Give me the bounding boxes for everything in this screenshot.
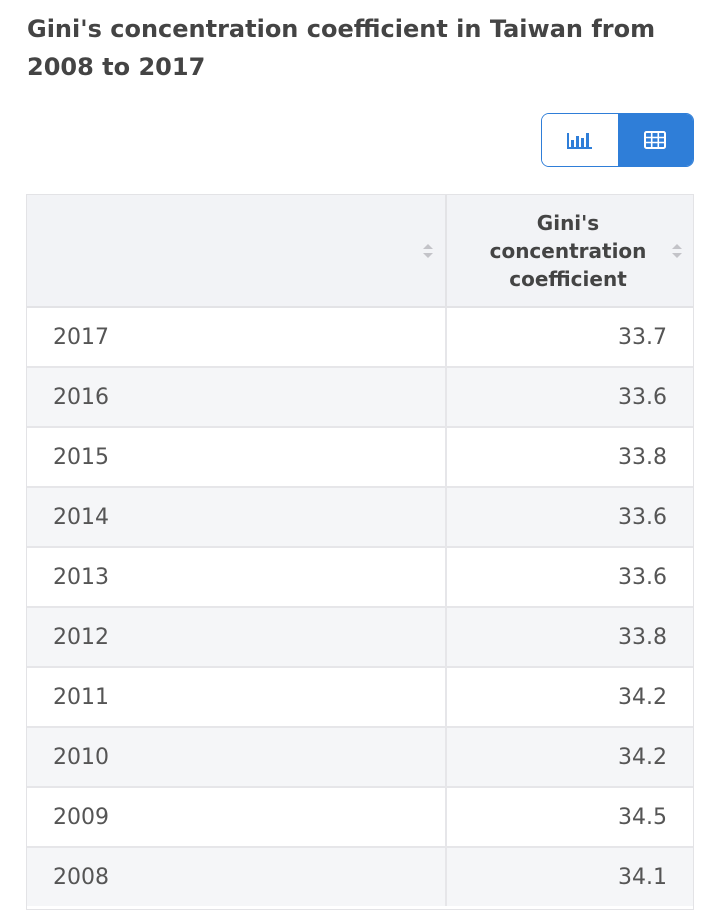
value-cell: 34.1 bbox=[446, 847, 693, 906]
table-row: 2015 33.8 bbox=[27, 427, 693, 488]
table-row: 2011 34.2 bbox=[27, 667, 693, 728]
data-table: Gini's concentration coefficient 2017 33… bbox=[26, 194, 694, 910]
sort-icon[interactable] bbox=[671, 242, 683, 260]
chart-view-button[interactable] bbox=[542, 114, 618, 166]
bar-chart-icon bbox=[566, 133, 592, 149]
table-row: 2009 34.5 bbox=[27, 787, 693, 848]
value-cell: 33.7 bbox=[446, 307, 693, 368]
year-cell: 2014 bbox=[27, 487, 447, 548]
value-cell: 33.8 bbox=[446, 427, 693, 488]
table-grid-icon bbox=[644, 131, 667, 149]
year-cell: 2009 bbox=[27, 787, 447, 848]
value-cell: 33.8 bbox=[446, 607, 693, 668]
year-cell: 2011 bbox=[27, 667, 447, 728]
sort-icon[interactable] bbox=[422, 242, 434, 260]
year-cell: 2012 bbox=[27, 607, 447, 668]
column-header-gini[interactable]: Gini's concentration coefficient bbox=[446, 195, 693, 308]
year-cell: 2010 bbox=[27, 727, 447, 788]
value-cell: 34.5 bbox=[446, 787, 693, 848]
table-row: 2012 33.8 bbox=[27, 607, 693, 668]
value-cell: 34.2 bbox=[446, 667, 693, 728]
year-cell: 2015 bbox=[27, 427, 447, 488]
year-cell: 2008 bbox=[27, 847, 447, 906]
table-row: 2013 33.6 bbox=[27, 547, 693, 608]
year-cell: 2016 bbox=[27, 367, 447, 428]
value-cell: 33.6 bbox=[446, 547, 693, 608]
column-header-year[interactable] bbox=[27, 195, 447, 308]
view-toggle bbox=[541, 113, 694, 167]
value-cell: 34.2 bbox=[446, 727, 693, 788]
column-header-label: Gini's concentration coefficient bbox=[489, 210, 647, 291]
table-view-button[interactable] bbox=[617, 114, 693, 166]
year-cell: 2017 bbox=[27, 307, 447, 368]
table-row: 2017 33.7 bbox=[27, 307, 693, 368]
table-row: 2010 34.2 bbox=[27, 727, 693, 788]
value-cell: 33.6 bbox=[446, 367, 693, 428]
value-cell: 33.6 bbox=[446, 487, 693, 548]
table-row: 2016 33.6 bbox=[27, 367, 693, 428]
table-row: 2014 33.6 bbox=[27, 487, 693, 548]
table-row: 2008 34.1 bbox=[27, 847, 693, 906]
page-title: Gini's concentration coefficient in Taiw… bbox=[27, 15, 656, 81]
year-cell: 2013 bbox=[27, 547, 447, 608]
